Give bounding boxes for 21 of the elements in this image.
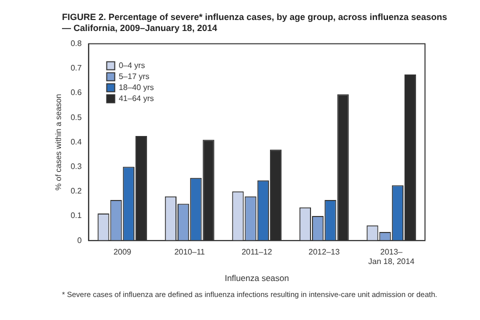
x-axis-title: Influenza season (224, 273, 290, 284)
y-tick-label: 0.1 (70, 211, 82, 220)
y-tick-label: 0 (77, 236, 82, 245)
legend-label: 18–40 yrs (118, 83, 154, 92)
y-tick-label: 0.8 (70, 39, 82, 48)
x-tick-label: 2010–11 (174, 248, 206, 257)
y-tick-label: 0.6 (70, 88, 82, 98)
x-tick-label: 2013– Jan 18, 2014 (368, 248, 416, 266)
chart-title: FIGURE 2. Percentage of severe* influenza cases, by age group, across influenza seasons — California, 2009–January 18, 2014 (62, 12, 448, 34)
legend-label: 5–17 yrs (118, 72, 150, 82)
y-tick-label: 0.5 (70, 112, 82, 122)
x-tick-label: 2012–13 (308, 248, 340, 257)
legend-label: 41–64 yrs (118, 94, 154, 104)
y-axis-title: % of cases within a season (54, 94, 64, 190)
legend-label: 0–4 yrs (118, 61, 145, 70)
y-tick-label: 0.4 (70, 137, 82, 146)
y-tick-label: 0.3 (70, 162, 82, 172)
x-tick-label: 2009 (113, 248, 132, 257)
x-tick-label: 2011–12 (242, 248, 273, 257)
y-tick-label: 0.7 (70, 64, 82, 73)
y-tick-label: 0.2 (70, 186, 82, 196)
